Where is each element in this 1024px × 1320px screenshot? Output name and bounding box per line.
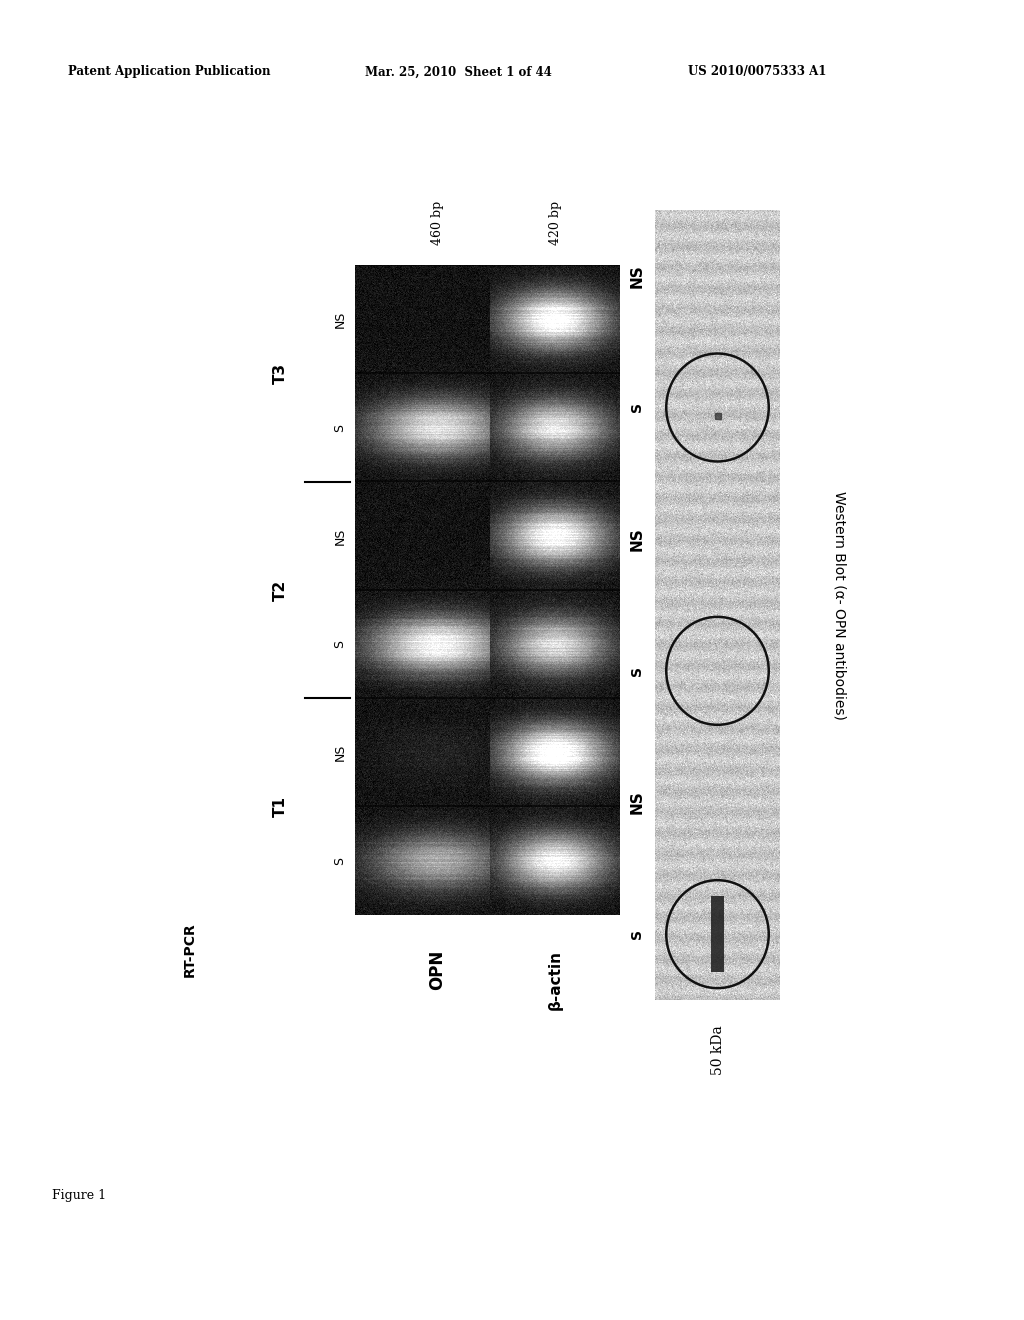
Bar bbox=[712, 896, 724, 972]
Text: β-actin: β-actin bbox=[548, 950, 562, 1010]
Text: 420 bp: 420 bp bbox=[549, 201, 561, 246]
Text: S: S bbox=[630, 403, 644, 412]
Text: 460 bp: 460 bp bbox=[431, 201, 444, 246]
Text: T3: T3 bbox=[272, 363, 288, 384]
Text: T2: T2 bbox=[272, 579, 288, 601]
Text: NS: NS bbox=[630, 527, 644, 550]
Bar bbox=[490, 265, 620, 915]
Text: RT-PCR: RT-PCR bbox=[183, 923, 197, 977]
Text: Mar. 25, 2010  Sheet 1 of 44: Mar. 25, 2010 Sheet 1 of 44 bbox=[365, 66, 552, 78]
Text: S: S bbox=[630, 929, 644, 939]
Text: NS: NS bbox=[334, 527, 346, 545]
Text: NS: NS bbox=[334, 310, 346, 327]
Text: S: S bbox=[334, 857, 346, 865]
Text: S: S bbox=[334, 424, 346, 432]
Text: NS: NS bbox=[630, 264, 644, 288]
Text: Figure 1: Figure 1 bbox=[52, 1188, 106, 1201]
Text: Patent Application Publication: Patent Application Publication bbox=[68, 66, 270, 78]
Text: S: S bbox=[630, 665, 644, 676]
Text: S: S bbox=[334, 640, 346, 648]
Text: OPN: OPN bbox=[428, 950, 446, 990]
Text: US 2010/0075333 A1: US 2010/0075333 A1 bbox=[688, 66, 826, 78]
Text: NS: NS bbox=[630, 791, 644, 814]
Text: Western Blot (α- OPN antibodies): Western Blot (α- OPN antibodies) bbox=[833, 491, 847, 719]
Text: T1: T1 bbox=[272, 796, 288, 817]
Text: NS: NS bbox=[334, 743, 346, 762]
Text: 50 kDa: 50 kDa bbox=[711, 1026, 725, 1074]
Bar bbox=[355, 265, 520, 915]
